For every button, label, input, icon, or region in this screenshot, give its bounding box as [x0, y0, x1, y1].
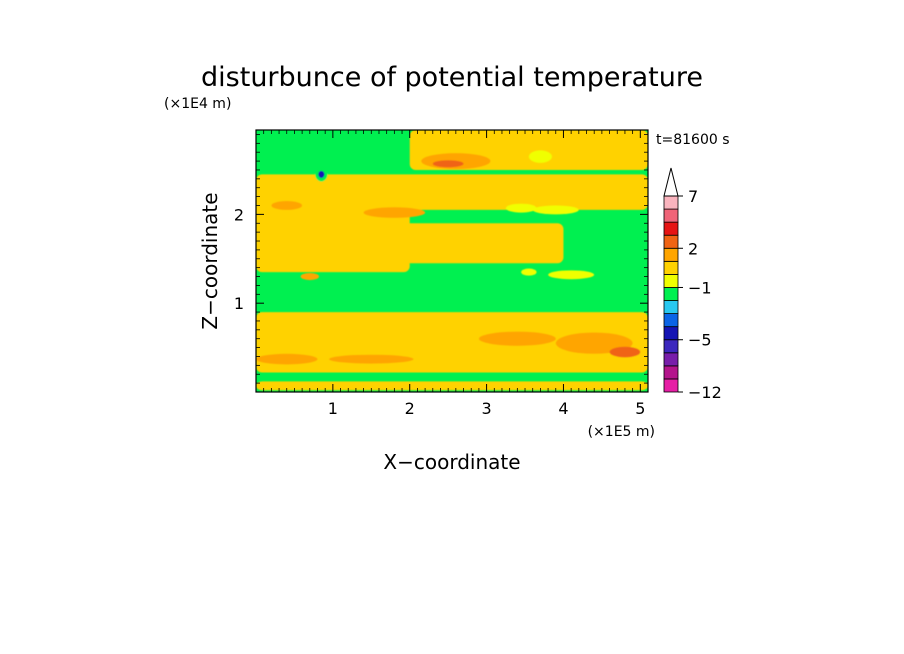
y-axis-multiplier: (×1E4 m)	[164, 96, 231, 112]
contour-blob	[478, 331, 556, 346]
contour-band	[256, 174, 648, 210]
contour-blob	[271, 201, 303, 210]
colorbar-swatch	[663, 208, 679, 223]
colorbar-swatch	[663, 273, 679, 288]
x-axis-label: X−coordinate	[383, 450, 520, 474]
x-tick-label: 5	[635, 399, 645, 418]
contour-blob	[300, 272, 320, 281]
colorbar-swatch	[663, 234, 679, 249]
colorbar-label: 7	[688, 187, 698, 206]
contour-blob	[548, 270, 595, 280]
colorbar-swatch	[663, 326, 679, 341]
chart-title: disturbunce of potential temperature	[201, 62, 703, 93]
colorbar-label: −5	[688, 331, 712, 350]
contour-band	[371, 223, 564, 264]
contour-blob	[256, 353, 318, 365]
contour-blob	[532, 205, 579, 215]
contour-band	[256, 381, 648, 391]
contour-blob	[363, 207, 426, 218]
colorbar-swatch	[663, 195, 679, 210]
colorbar-swatch	[663, 300, 679, 314]
y-axis-ticks: 12	[234, 134, 648, 384]
colorbar-label: −1	[688, 278, 712, 297]
colorbar-label: 2	[688, 239, 698, 258]
contour-blob	[528, 150, 552, 163]
colorbar-swatch	[663, 352, 679, 367]
colorbar-swatch	[663, 313, 679, 328]
contour-blob	[329, 354, 414, 364]
colorbar-swatch	[663, 221, 679, 236]
x-tick-label: 3	[481, 399, 491, 418]
time-label: t=81600 s	[656, 132, 730, 148]
contour-blob	[318, 170, 325, 178]
x-axis-multiplier: (×1E5 m)	[588, 424, 655, 440]
colorbar-swatch	[663, 378, 679, 393]
colorbar-swatch	[663, 339, 679, 354]
colorbar-swatch	[663, 287, 679, 301]
plot-frame	[255, 129, 649, 393]
colorbar-swatch	[663, 247, 679, 262]
colorbar-swatch	[663, 260, 679, 275]
contour-blob	[432, 160, 464, 168]
y-tick-label: 2	[234, 205, 244, 224]
contour-blob	[555, 332, 633, 354]
x-tick-label: 2	[405, 399, 415, 418]
y-axis-label: Z−coordinate	[198, 192, 222, 329]
contour-blob	[521, 268, 537, 276]
colorbar-extend-arrow	[663, 167, 679, 197]
x-axis-ticks: 1 2 3 4 5	[263, 130, 649, 418]
y-tick-label: 1	[234, 294, 244, 313]
colorbar-swatch	[663, 365, 679, 380]
x-tick-label: 1	[328, 399, 338, 418]
contour-blob	[505, 203, 537, 213]
x-tick-label: 4	[558, 399, 568, 418]
contour-blob	[609, 346, 641, 358]
colorbar: −12−5−127	[663, 167, 722, 402]
contour-field	[256, 130, 648, 392]
colorbar-label: −12	[688, 383, 722, 402]
